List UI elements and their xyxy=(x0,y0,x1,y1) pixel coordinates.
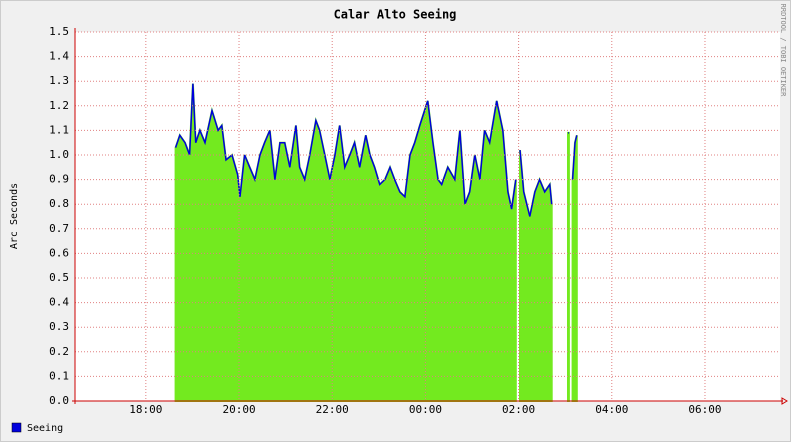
x-tick-label: 00:00 xyxy=(409,403,442,416)
y-tick-label: 0.9 xyxy=(49,173,69,186)
y-axis-label: Arc Seconds xyxy=(9,183,20,249)
y-tick-label: 0.5 xyxy=(49,271,69,284)
y-tick-label: 0.0 xyxy=(49,394,69,407)
x-tick-label: 18:00 xyxy=(129,403,162,416)
y-tick-label: 1.0 xyxy=(49,148,69,161)
y-tick-label: 1.3 xyxy=(49,74,69,87)
chart-title: Calar Alto Seeing xyxy=(334,8,457,22)
legend: Seeing xyxy=(11,422,63,434)
axis-arrow xyxy=(781,397,788,405)
y-tick-label: 0.4 xyxy=(49,296,69,309)
area xyxy=(567,131,570,402)
legend-swatch xyxy=(11,422,22,433)
x-tick-label: 20:00 xyxy=(222,403,255,416)
y-tick-label: 0.3 xyxy=(49,320,69,333)
side-note: RRDTOOL / TOBI OETIKER xyxy=(779,4,787,98)
y-tick-label: 0.6 xyxy=(49,246,69,259)
y-tick-label: 1.2 xyxy=(49,99,69,112)
x-tick-label: 04:00 xyxy=(595,403,628,416)
legend-label: Seeing xyxy=(27,423,63,434)
line xyxy=(571,135,578,180)
line xyxy=(519,150,553,217)
y-tick-label: 0.1 xyxy=(49,369,69,382)
y-tick-label: 1.4 xyxy=(49,50,69,63)
y-tick-label: 0.8 xyxy=(49,197,69,210)
x-tick-label: 06:00 xyxy=(688,403,721,416)
y-tick-label: 1.5 xyxy=(49,25,69,38)
x-tick-label: 02:00 xyxy=(502,403,535,416)
y-tick-label: 1.1 xyxy=(49,123,69,136)
line xyxy=(174,83,517,210)
y-tick-label: 0.7 xyxy=(49,222,69,235)
x-tick-label: 22:00 xyxy=(316,403,349,416)
y-tick-label: 0.2 xyxy=(49,345,69,358)
